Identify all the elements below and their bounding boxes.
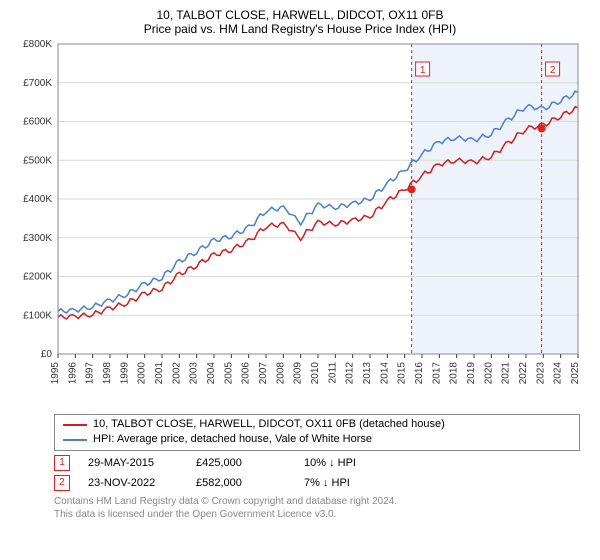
svg-text:£500K: £500K [23,155,52,166]
title-subtitle: Price paid vs. HM Land Registry's House … [12,22,588,36]
marker-date: 29-MAY-2015 [88,457,178,469]
legend-swatch-icon [63,439,87,441]
svg-text:£0: £0 [41,349,53,360]
svg-text:2004: 2004 [206,362,217,385]
marker-price: £582,000 [196,477,286,489]
svg-text:1: 1 [420,65,426,76]
svg-text:2015: 2015 [397,362,408,385]
svg-text:£400K: £400K [23,194,52,205]
legend-swatch-icon [63,424,87,426]
svg-text:2010: 2010 [310,362,321,385]
svg-text:1998: 1998 [102,362,113,385]
marker-badge: 1 [54,455,70,471]
svg-text:1996: 1996 [67,362,78,385]
svg-text:£600K: £600K [23,117,52,128]
svg-text:2007: 2007 [258,362,269,385]
svg-text:2002: 2002 [171,362,182,385]
svg-text:2006: 2006 [241,362,252,385]
svg-text:2020: 2020 [483,362,494,385]
svg-text:2013: 2013 [362,362,373,385]
footer: Contains HM Land Registry data © Crown c… [54,495,580,521]
marker-date: 23-NOV-2022 [88,477,178,489]
svg-text:1995: 1995 [50,362,61,385]
svg-text:2009: 2009 [293,362,304,385]
chart-container: 10, TALBOT CLOSE, HARWELL, DIDCOT, OX11 … [0,0,600,527]
svg-text:2005: 2005 [223,362,234,385]
svg-text:2: 2 [550,65,556,76]
svg-text:2003: 2003 [189,362,200,385]
svg-text:2019: 2019 [466,362,477,385]
svg-text:2012: 2012 [345,362,356,385]
marker-delta: 10% ↓ HPI [304,457,394,469]
table-row: 2 23-NOV-2022 £582,000 7% ↓ HPI [54,475,580,491]
line-chart-svg: £0 £100K £200K £300K £400K £500K £600K £700K £80… [12,38,588,408]
svg-text:2021: 2021 [501,362,512,385]
svg-text:2023: 2023 [535,362,546,385]
svg-text:£800K: £800K [23,39,52,50]
svg-text:1997: 1997 [85,362,96,385]
legend-label: 10, TALBOT CLOSE, HARWELL, DIDCOT, OX11 … [93,417,445,432]
svg-text:2024: 2024 [553,362,564,385]
legend: 10, TALBOT CLOSE, HARWELL, DIDCOT, OX11 … [54,414,580,451]
legend-label: HPI: Average price, detached house, Vale… [93,432,372,447]
svg-text:£100K: £100K [23,310,52,321]
header: 10, TALBOT CLOSE, HARWELL, DIDCOT, OX11 … [12,8,588,36]
legend-item: 10, TALBOT CLOSE, HARWELL, DIDCOT, OX11 … [63,417,571,432]
svg-text:£700K: £700K [23,78,52,89]
marker-delta: 7% ↓ HPI [304,477,394,489]
footer-line: This data is licensed under the Open Gov… [54,508,580,521]
svg-text:2025: 2025 [570,362,581,385]
svg-text:2011: 2011 [327,362,338,384]
svg-text:£300K: £300K [23,233,52,244]
svg-text:2014: 2014 [379,362,390,385]
table-row: 1 29-MAY-2015 £425,000 10% ↓ HPI [54,455,580,471]
svg-text:2001: 2001 [154,362,165,385]
chart-area: £0 £100K £200K £300K £400K £500K £600K £700K £80… [12,38,588,408]
markers-table: 1 29-MAY-2015 £425,000 10% ↓ HPI 2 23-NO… [54,455,580,491]
marker-price: £425,000 [196,457,286,469]
title-address: 10, TALBOT CLOSE, HARWELL, DIDCOT, OX11 … [12,8,588,22]
svg-text:2017: 2017 [431,362,442,385]
svg-text:2000: 2000 [137,362,148,385]
marker-badge: 2 [54,475,70,491]
svg-text:2022: 2022 [518,362,529,385]
legend-item: HPI: Average price, detached house, Vale… [63,432,571,447]
svg-text:1999: 1999 [119,362,130,385]
svg-text:£200K: £200K [23,272,52,283]
svg-text:2018: 2018 [449,362,460,385]
svg-text:2008: 2008 [275,362,286,385]
svg-text:2016: 2016 [414,362,425,385]
footer-line: Contains HM Land Registry data © Crown c… [54,495,580,508]
